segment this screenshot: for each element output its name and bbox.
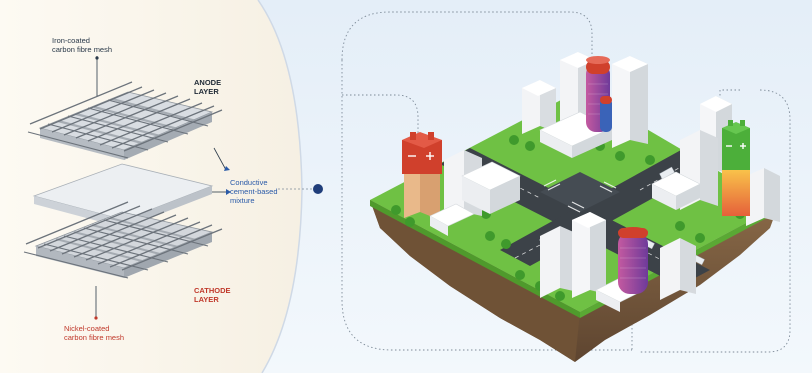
leader-lines (95, 56, 227, 318)
anode-layer-label: ANODE LAYER (194, 78, 221, 96)
mixture-label: Conductive cement-based mixture (230, 178, 278, 205)
anode-label-line1: ANODE (194, 78, 222, 87)
battery-red-icon (402, 132, 442, 220)
mixture-label-line3: mixture (230, 196, 255, 205)
nickel-mesh-label-line2: carbon fibre mesh (64, 333, 125, 342)
connector-dot (313, 184, 323, 194)
anode-label-line2: LAYER (194, 87, 219, 96)
battery-small-icon (600, 96, 612, 132)
cathode-layer-label: CATHODE LAYER (194, 286, 231, 304)
cathode-label-line2: LAYER (194, 295, 219, 304)
cathode-layer (23, 201, 223, 279)
island-soil (370, 200, 778, 362)
battery-purple-bottom-icon (618, 227, 648, 294)
iron-mesh-label: Iron-coated carbon fibre mesh (52, 36, 112, 54)
nickel-mesh-label-line1: Nickel-coated (64, 324, 110, 333)
iron-mesh-label-line2: carbon fibre mesh (52, 45, 113, 54)
nickel-mesh-label: Nickel-coated carbon fibre mesh (64, 324, 124, 342)
panel-divider-arc (257, 0, 303, 373)
iron-mesh-label-line1: Iron-coated (52, 36, 90, 45)
mixture-label-line1: Conductive (230, 178, 268, 187)
left-buildings (429, 150, 521, 236)
battery-green-icon (722, 120, 750, 216)
cathode-label-line1: CATHODE (194, 286, 231, 295)
mixture-label-line2: cement-based (230, 187, 278, 196)
bottom-buildings (540, 212, 696, 312)
anode-layer (27, 81, 223, 160)
